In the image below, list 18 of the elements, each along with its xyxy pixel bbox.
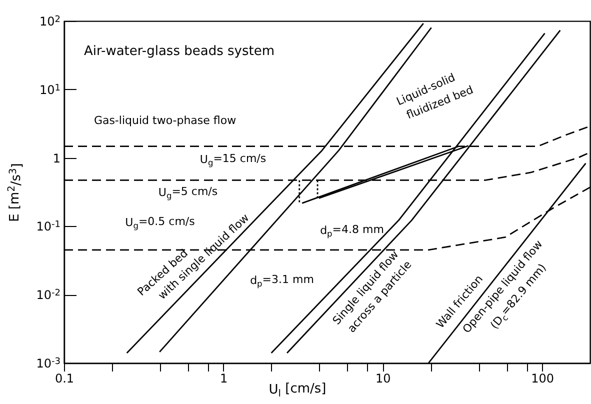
x-tick-label: 10 — [376, 372, 391, 386]
x-tick-label: 1 — [220, 372, 228, 386]
y-tick-label: 10$^{-3}$ — [36, 356, 60, 370]
y-tick-label: 10$^{-1}$ — [36, 220, 60, 234]
annotation: Gas-liquid two-phase flow — [94, 114, 236, 127]
text: Air-water-glass beads system — [84, 44, 274, 59]
y-tick-label: 10$^{1}$ — [39, 82, 60, 97]
y-tick-label: 10$^{-2}$ — [36, 288, 60, 302]
annotation: U$_{g}$=5 cm/s — [158, 185, 218, 200]
annotation: U$_{g}$=0.5 cm/s — [125, 215, 196, 230]
annotation: d$_{p}$=3.1 mm — [250, 273, 314, 288]
annotation: U$_{g}$=15 cm/s — [200, 152, 266, 168]
x-axis-title: U$_{l}$ [cm/s] — [268, 382, 326, 400]
y-tick-label: 10$^{2}$ — [39, 14, 60, 28]
y-tick-label: 1 — [52, 151, 60, 166]
annotation: d$_{p}$=4.8 mm — [320, 223, 384, 238]
x-tick-label: 0.1 — [54, 372, 74, 386]
x-tick-label: 100 — [531, 372, 554, 386]
